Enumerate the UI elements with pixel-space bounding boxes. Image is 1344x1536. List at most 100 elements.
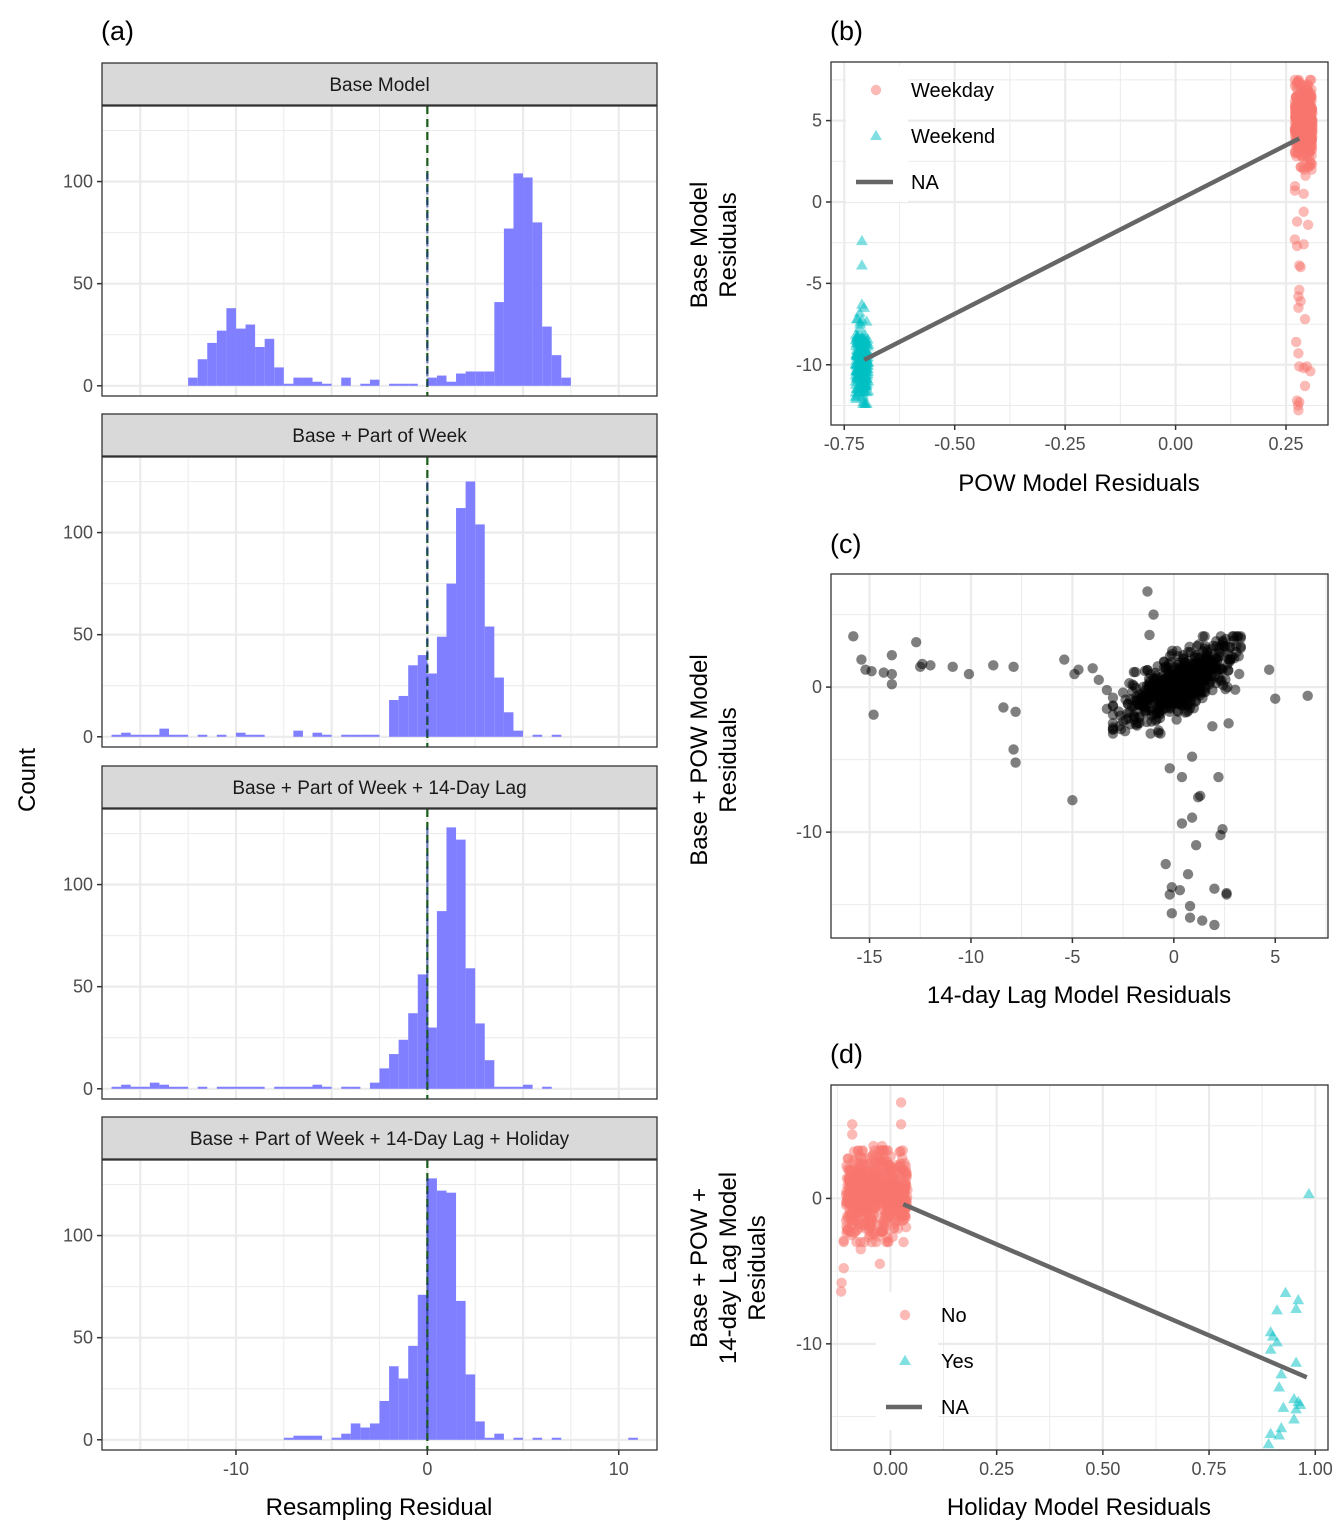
scatter-point [1263,664,1275,675]
facet-2-histogram-bar [197,734,208,737]
facet-1-y-tick-label: 0 [83,376,93,396]
facet-3-histogram-bar [523,1084,533,1089]
scatter-point [1128,666,1140,678]
facet-4-histogram-bar [283,1437,294,1440]
facet-1-histogram-bar [216,330,227,386]
panel-d-legend-label: NA [941,1397,969,1419]
panel-d-x-tick-label: 0.25 [979,1459,1014,1479]
facet-3-histogram-bar [159,1084,169,1089]
no-holiday-point [867,1149,879,1161]
scatter-point [1142,586,1153,597]
facet-1-histogram-bar [523,177,533,386]
scatter-point [1148,609,1159,620]
facet-2-histogram-bar [456,508,466,737]
panel-d-x-tick-label: 1.00 [1298,1459,1333,1479]
facet-3-y-tick-label: 50 [73,977,93,997]
facet-2-histogram-bar [369,734,380,737]
scatter-point [1165,702,1176,713]
facet-2-histogram-bar [465,481,476,737]
scatter-point [1164,694,1176,705]
facet-4-histogram-bar [341,1433,351,1440]
panel-b-y-tick-label: -10 [796,355,822,375]
weekday-point [1305,366,1316,377]
facet-3-histogram-bar [475,1023,485,1089]
facet-1-strip-title: Base Model [329,75,429,96]
facet-2-histogram-bar [235,732,246,737]
panel-d-scatter: -10 0 0.00 0.25 0.50 0.75 1.00 No Yes NA [796,1084,1333,1479]
scatter-point [1166,684,1177,696]
scatter-point [1183,689,1194,701]
panel-a-x-axis-label: Resampling Residual [266,1494,493,1521]
weekday-point [1302,110,1314,121]
weekday-point [1302,219,1314,230]
facet-1-histogram-bar [235,328,246,386]
facet-1-histogram-bar [494,302,504,386]
facet-3-histogram-bar [293,1086,303,1089]
scatter-point [1220,683,1231,695]
scatter-point [1182,868,1194,880]
facet-1-histogram-bar [542,326,552,386]
holiday-point [1275,1421,1288,1433]
scatter-point [1186,751,1198,762]
no-holiday-point [899,1157,910,1169]
scatter-point [1206,664,1218,675]
facet-2-histogram-bar [293,730,303,737]
scatter-point [1142,664,1153,676]
facet-1-histogram-bar [264,338,275,386]
weekend-point [851,312,864,324]
facet-1-y-tick-label: 100 [63,172,93,192]
panel-b-y-tick-label: 5 [812,111,822,131]
facet-4-histogram-bar [446,1192,457,1440]
facet-3-histogram-bar [130,1086,141,1089]
no-holiday-point [888,1187,899,1199]
holiday-point [1290,1403,1303,1414]
weekday-point [1298,239,1309,250]
legend-key-circle [870,84,882,96]
facet-2-histogram-bar [551,734,562,737]
scatter-point [1010,706,1021,717]
facet-1-histogram-bar [465,371,476,386]
facet-1-histogram-bar [197,359,208,386]
no-holiday-point [902,1184,913,1196]
facet-1-histogram-bar [302,377,313,386]
weekday-point [1299,313,1311,325]
facet-1-histogram-bar [484,371,495,386]
weekend-point [857,383,870,394]
no-holiday-point [838,1235,849,1246]
panel-d-y-label-line2: 14-day Lag Model [715,1172,742,1364]
facet-3-histogram-bar [178,1086,189,1089]
facet-2-histogram-bar [130,734,141,737]
facet-2-histogram-bar [312,732,323,737]
panel-d-legend-label: No [941,1305,967,1327]
no-holiday-point [843,1173,854,1185]
no-holiday-point [847,1129,858,1140]
facet-3-y-tick-label: 0 [83,1079,93,1099]
scatter-point [1171,714,1182,725]
panel-c-x-tick-label: -5 [1064,947,1080,967]
panel-d-fit-line [902,1202,1308,1380]
weekday-point [1298,188,1309,200]
scatter-point [1101,684,1113,696]
facet-2-histogram-bar [322,734,332,737]
no-holiday-point [859,1188,871,1199]
no-holiday-point [838,1263,849,1274]
facet-3-histogram-bar [168,1086,179,1089]
facet-4: Base + Part of Week + 14-Day Lag + Holid… [63,1116,658,1479]
panel-d-panel-border [830,1084,1329,1451]
scatter-point [1160,858,1171,870]
facet-2-histogram-bar [503,712,514,737]
facet-2-histogram-bar [389,700,399,737]
scatter-point [1138,702,1150,714]
facet-2-y-tick-label: 50 [73,625,93,645]
facet-3-histogram-bar [398,1039,409,1089]
facet-1-histogram-bar [551,355,562,386]
facet-4-histogram-bar [302,1435,313,1440]
scatter-point [1186,812,1198,823]
no-holiday-point [865,1219,876,1231]
facet-1-histogram-bar [369,379,380,386]
facet-1-histogram-bar [341,377,351,386]
facet-1-histogram-bar [408,383,418,386]
facet-3-histogram-bar [235,1086,246,1089]
panel-label-a: (a) [101,16,134,46]
